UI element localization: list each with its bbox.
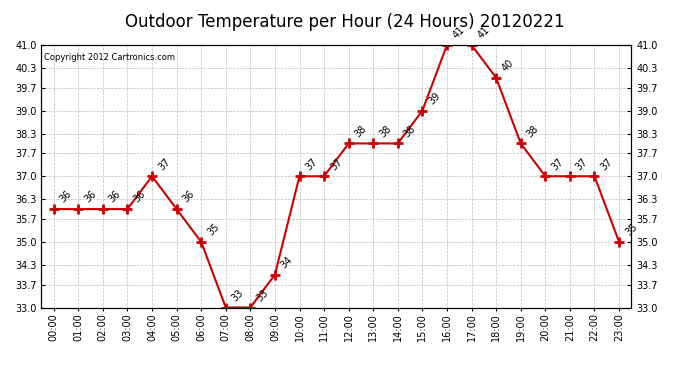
Text: 40: 40	[500, 58, 516, 74]
Text: 35: 35	[623, 222, 639, 238]
Text: 36: 36	[181, 189, 197, 205]
Text: 41: 41	[475, 25, 491, 41]
Text: 36: 36	[82, 189, 98, 205]
Text: 37: 37	[328, 156, 344, 172]
Text: 33: 33	[230, 288, 246, 303]
Text: 36: 36	[132, 189, 148, 205]
Text: 36: 36	[58, 189, 74, 205]
Text: 37: 37	[156, 156, 172, 172]
Text: 36: 36	[107, 189, 123, 205]
Text: 38: 38	[353, 123, 368, 139]
Text: 38: 38	[377, 123, 393, 139]
Text: 34: 34	[279, 255, 295, 270]
Text: 39: 39	[426, 91, 442, 106]
Text: 37: 37	[304, 156, 319, 172]
Text: 33: 33	[255, 288, 270, 303]
Text: Copyright 2012 Cartronics.com: Copyright 2012 Cartronics.com	[44, 53, 175, 62]
Text: 37: 37	[574, 156, 590, 172]
Text: 38: 38	[525, 123, 541, 139]
Text: 37: 37	[599, 156, 615, 172]
Text: 37: 37	[549, 156, 565, 172]
Text: 41: 41	[451, 25, 467, 41]
Text: 35: 35	[206, 222, 221, 238]
Text: 38: 38	[402, 123, 417, 139]
Text: Outdoor Temperature per Hour (24 Hours) 20120221: Outdoor Temperature per Hour (24 Hours) …	[125, 13, 565, 31]
